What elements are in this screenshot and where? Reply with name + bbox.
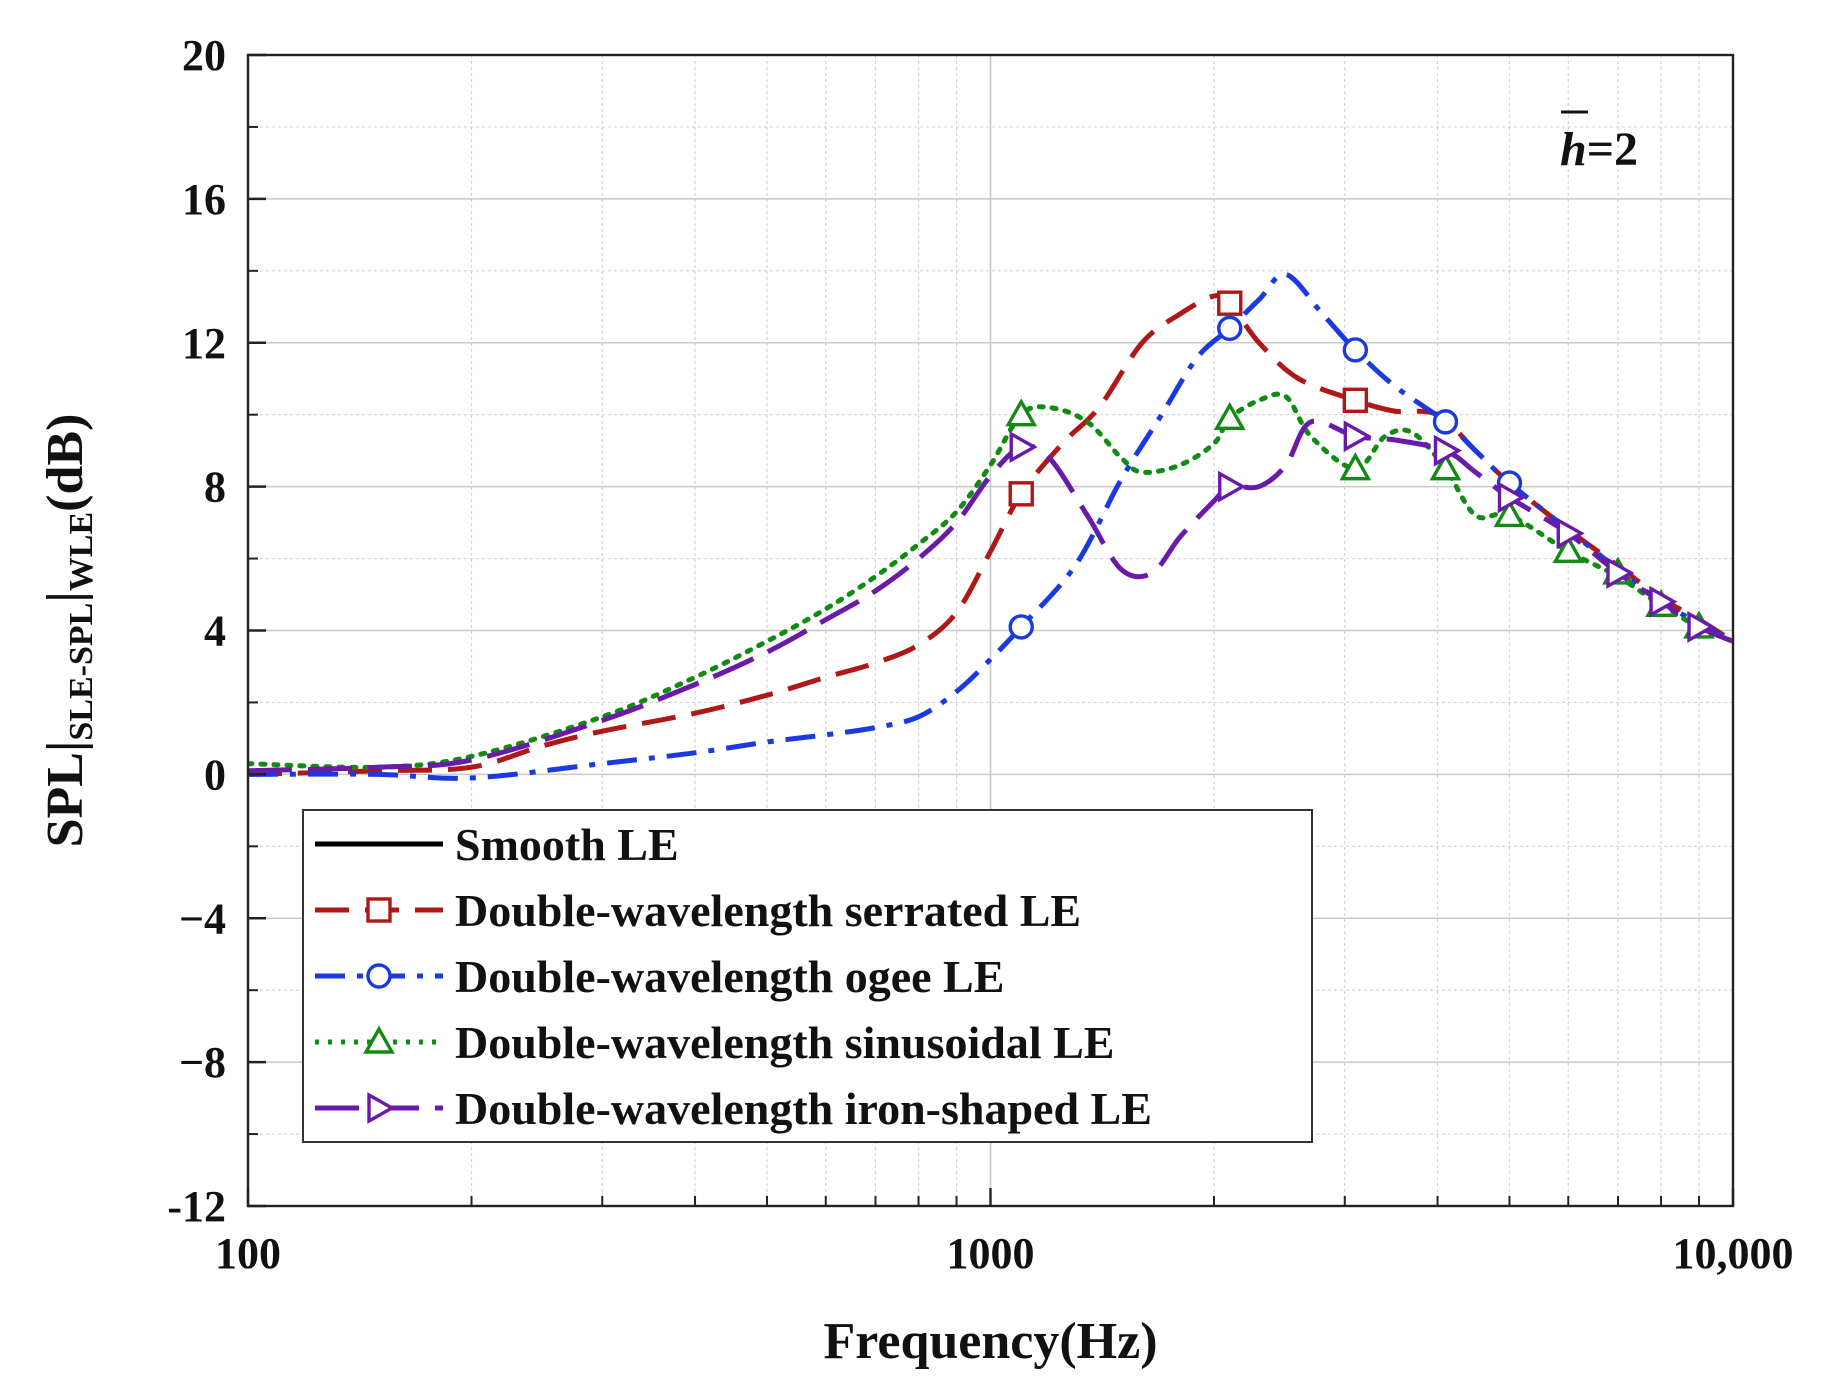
data-point (1429, 452, 1462, 481)
tick-labels: 100 1000 10,000 -12 −8 −4 0 4 8 12 16 20 (167, 31, 1793, 1278)
y-title-part: | (37, 591, 94, 602)
data-point (1342, 337, 1369, 363)
y-tick-label: 20 (182, 31, 226, 80)
legend-item-4: Double-wavelength sinusoidal LE (315, 1017, 1114, 1068)
legend: Smooth LE Double-wavelength serrated LE Do… (302, 809, 1313, 1143)
data-point (1008, 614, 1034, 640)
data-point (1005, 398, 1038, 427)
data-point (1009, 431, 1038, 463)
annotation-value: =2 (1587, 123, 1638, 176)
legend-item-2: Double-wavelength serrated LE (315, 885, 1081, 936)
y-tick-label: −8 (179, 1038, 226, 1087)
series-5 (248, 418, 1733, 774)
y-tick-label: 0 (204, 750, 226, 799)
y-title-part: SPL| (37, 741, 94, 848)
data-point (1606, 557, 1635, 589)
y-tick-label: 16 (182, 175, 226, 224)
data-point (1432, 409, 1459, 435)
data-point (1217, 290, 1243, 316)
legend-label: Double-wavelength sinusoidal LE (455, 1017, 1114, 1068)
data-point (1556, 517, 1585, 550)
data-point (1342, 387, 1369, 413)
legend-item-3: Double-wavelength ogee LE (315, 951, 1004, 1002)
legend-marker (363, 1025, 395, 1054)
data-point (1339, 452, 1372, 481)
legend-label: Double-wavelength ogee LE (455, 951, 1004, 1002)
data-point (1687, 610, 1716, 643)
y-title-part: (dB) (37, 414, 94, 512)
y-title-subscript: SLE-SPL (63, 603, 100, 741)
x-tick-label: 100 (215, 1229, 281, 1278)
legend-label: Double-wavelength iron-shaped LE (455, 1083, 1152, 1134)
series-line (248, 418, 1733, 774)
x-tick-label: 10,000 (1673, 1229, 1794, 1278)
legend-label: Smooth LE (455, 819, 679, 870)
annotation-symbol: h (1560, 123, 1587, 176)
legend-item-1: Smooth LE (315, 819, 679, 870)
legend-items: Smooth LE Double-wavelength serrated LE Do… (315, 819, 1152, 1134)
axis-ticks (246, 53, 1735, 1208)
y-tick-label: −4 (179, 894, 226, 943)
data-point (1213, 401, 1246, 430)
svg-text:h=2: h=2 (1560, 123, 1638, 176)
legend-box (302, 809, 1313, 1143)
x-tick-label: 1000 (947, 1229, 1035, 1278)
y-tick-label: 12 (182, 319, 226, 368)
legend-marker (366, 963, 392, 989)
series-group (248, 271, 1733, 781)
data-point (1497, 481, 1526, 514)
legend-item-5: Double-wavelength iron-shaped LE (315, 1083, 1152, 1134)
y-tick-label: 8 (204, 463, 226, 512)
data-point (1493, 498, 1526, 528)
y-tick-label: 4 (204, 607, 226, 656)
series-line (248, 391, 1733, 770)
data-point (1552, 534, 1585, 564)
y-axis-title: SPL|SLE-SPL|WLE(dB) (37, 414, 100, 848)
data-point (1343, 420, 1372, 453)
data-point (1218, 470, 1247, 503)
parameter-annotation: h=2 (1560, 110, 1638, 176)
y-tick-label: -12 (167, 1182, 226, 1231)
legend-marker (366, 897, 392, 923)
data-point (1649, 585, 1678, 618)
data-point (1008, 481, 1034, 507)
legend-label: Double-wavelength serrated LE (455, 885, 1081, 936)
x-axis-title: Frequency(Hz) (823, 1313, 1157, 1370)
data-point (1433, 434, 1462, 467)
data-point (1217, 315, 1243, 342)
legend-marker (367, 1092, 396, 1124)
y-title-subscript: WLE (63, 512, 100, 591)
